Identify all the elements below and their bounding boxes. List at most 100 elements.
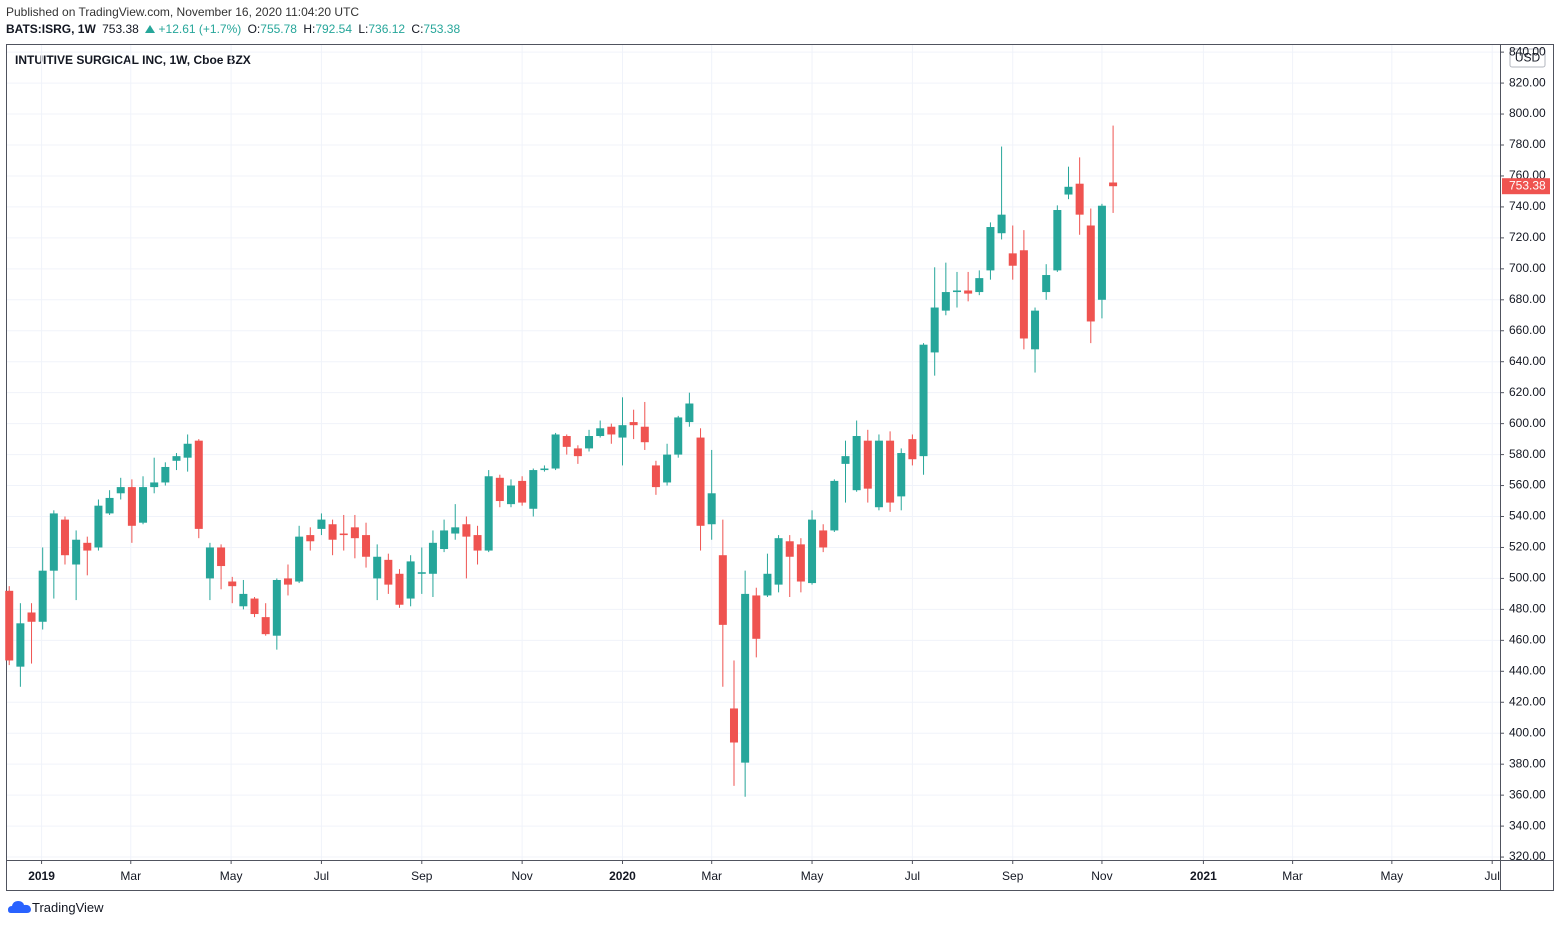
x-tick-label: Mar (1282, 869, 1303, 883)
candle-body (585, 436, 594, 449)
candle-body (763, 573, 772, 596)
candle-body (696, 437, 705, 526)
y-tick-label: 600.00 (1509, 416, 1546, 430)
candle-body (1042, 275, 1051, 293)
candle-body (49, 513, 58, 571)
x-tick-label: Mar (701, 869, 722, 883)
candle-body (228, 581, 237, 587)
candle-body (952, 290, 961, 293)
y-tick-label: 840.00 (1509, 44, 1546, 58)
candle-body (1064, 186, 1073, 195)
candle-body (105, 497, 114, 514)
y-tick-label: 380.00 (1509, 756, 1546, 770)
symbol: BATS:ISRG, 1W (6, 22, 96, 36)
up-arrow (145, 25, 156, 33)
candle-body (94, 505, 103, 548)
candle-body (964, 290, 973, 294)
y-tick-label: 780.00 (1509, 137, 1546, 151)
candle-body (908, 439, 917, 460)
candle-body (205, 547, 214, 579)
candle-body (395, 573, 404, 605)
candle-body (618, 425, 627, 438)
candle-body (328, 524, 337, 540)
candle-body (841, 456, 850, 464)
y-tick-label: 680.00 (1509, 292, 1546, 306)
candle-body (1086, 225, 1095, 322)
candle-body (852, 436, 861, 491)
candle-body (718, 555, 727, 625)
candle-body (941, 292, 950, 311)
candle-body (551, 434, 560, 469)
h-label: H: (303, 22, 316, 36)
chart-title: INTUITIVE SURGICAL INC, 1W, Cboe BZX (15, 53, 251, 67)
candle-body (283, 578, 292, 585)
y-tick-label: 560.00 (1509, 478, 1546, 492)
candle-body (473, 535, 482, 551)
candle-body (573, 448, 582, 457)
x-tick-label: Sep (1002, 869, 1024, 883)
candle-body (127, 487, 136, 526)
candle-body (116, 487, 125, 494)
candle-body (484, 476, 493, 551)
candle-body (808, 519, 817, 584)
candle-body (172, 456, 181, 461)
footer: TradingView (8, 900, 104, 915)
x-tick-label: Jul (905, 869, 920, 883)
candle-body (930, 307, 939, 353)
candle-body (139, 487, 148, 523)
x-tick-label: May (220, 869, 243, 883)
candle-body (1097, 205, 1106, 300)
currency-badge (1509, 48, 1546, 68)
candle-body (540, 468, 549, 471)
candle-body (796, 544, 805, 582)
y-tick-label: 440.00 (1509, 663, 1546, 677)
y-tick-label: 620.00 (1509, 385, 1546, 399)
candle-body (272, 579, 281, 636)
last-price: 753.38 (102, 22, 139, 36)
o-label: O: (247, 22, 261, 36)
candle-body (250, 598, 259, 615)
candle-body (317, 519, 326, 529)
y-tick-label: 460.00 (1509, 633, 1546, 647)
y-tick-label: 740.00 (1509, 199, 1546, 213)
candle-body (874, 440, 883, 508)
change: +12.61 (+1.7%) (158, 22, 242, 36)
y-tick-label: 480.00 (1509, 602, 1546, 616)
candle-body (729, 708, 738, 743)
y-tick-label: 700.00 (1509, 261, 1546, 275)
candle-body (406, 561, 415, 599)
x-tick-label: 2020 (609, 869, 636, 883)
last-price-tag (1502, 178, 1550, 195)
candle-body (150, 482, 159, 488)
candle-body (741, 593, 750, 763)
candle-body (83, 542, 92, 551)
candle-body (1019, 250, 1028, 339)
y-tick-label: 580.00 (1509, 447, 1546, 461)
y-tick-label: 720.00 (1509, 230, 1546, 244)
x-tick-label: Nov (1091, 869, 1112, 883)
logo (8, 901, 31, 913)
candle-body (27, 612, 36, 622)
candle-body (897, 453, 906, 497)
candle-body (651, 465, 660, 488)
candle-body (1053, 210, 1062, 271)
x-tick-label: May (801, 869, 824, 883)
candle-body (183, 443, 192, 458)
candle-body (1008, 253, 1017, 266)
low-value: 736.12 (368, 22, 406, 36)
open-value: 755.78 (260, 22, 297, 36)
candle-body (629, 422, 638, 426)
candle-body (350, 527, 359, 539)
y-tick-label: 420.00 (1509, 694, 1546, 708)
l-label: L: (358, 22, 369, 36)
candle-body (306, 535, 315, 542)
y-tick-label: 660.00 (1509, 323, 1546, 337)
y-tick-label: 520.00 (1509, 540, 1546, 554)
y-tick-label: 360.00 (1509, 787, 1546, 801)
candle-body (774, 538, 783, 585)
candle-body (5, 590, 14, 661)
candle-body (919, 344, 928, 457)
high-value: 792.54 (315, 22, 353, 36)
